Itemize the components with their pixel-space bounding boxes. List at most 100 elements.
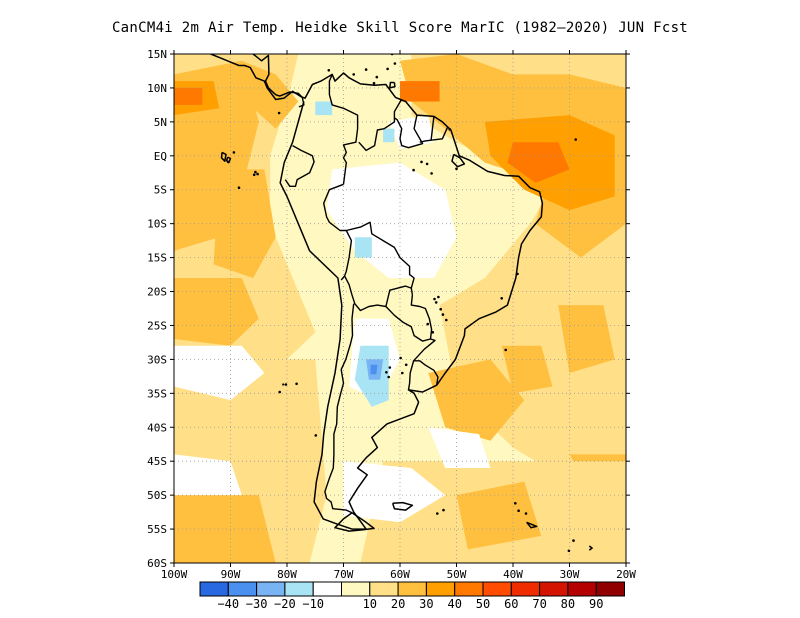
lat-tick-label: 45S bbox=[147, 455, 167, 468]
island-dot bbox=[434, 301, 438, 304]
colorbar-swatch bbox=[312, 581, 343, 597]
lat-tick-label: 5S bbox=[154, 184, 167, 197]
island-dot bbox=[277, 111, 281, 115]
colorbar: −40 −30 −20 −10 10 20 30 40 50 60 70 80 90 bbox=[199, 581, 626, 611]
island-dot bbox=[439, 307, 443, 311]
island-dot bbox=[372, 81, 376, 85]
coastline bbox=[220, 151, 227, 162]
skill-patch bbox=[315, 101, 333, 116]
island-dot bbox=[386, 67, 389, 71]
island-dot bbox=[352, 73, 356, 76]
small-islands-layer bbox=[226, 54, 577, 553]
island-dot bbox=[524, 512, 528, 515]
island-dot bbox=[420, 160, 423, 164]
lon-tick-label: 70W bbox=[334, 568, 354, 581]
colorbar-label: 60 bbox=[504, 597, 518, 611]
lat-tick-label: 35S bbox=[147, 387, 167, 400]
island-dot bbox=[514, 502, 517, 505]
island-dot bbox=[232, 151, 236, 154]
skill-patch bbox=[456, 481, 542, 550]
island-dot bbox=[404, 363, 408, 367]
island-dot bbox=[399, 356, 402, 360]
island-dot bbox=[426, 322, 430, 326]
colorbar-swatch bbox=[227, 581, 258, 597]
island-dot bbox=[385, 371, 388, 374]
colorbar-label: 10 bbox=[363, 597, 377, 611]
colorbar-label: 70 bbox=[532, 597, 546, 611]
colorbar-label: 90 bbox=[589, 597, 603, 611]
country-border bbox=[323, 183, 353, 281]
skill-patch bbox=[174, 87, 203, 105]
colorbar-swatch bbox=[595, 581, 626, 597]
island-dot bbox=[375, 75, 379, 79]
island-dot bbox=[254, 170, 257, 174]
coastline bbox=[451, 153, 466, 168]
island-dot bbox=[433, 297, 436, 301]
lon-tick-label: 80W bbox=[277, 568, 297, 581]
country-border bbox=[412, 338, 439, 386]
coastline bbox=[252, 54, 303, 98]
lon-tick-label: 20W bbox=[616, 568, 636, 581]
lon-tick-label: 90W bbox=[221, 568, 241, 581]
skill-patch bbox=[174, 495, 276, 563]
skill-patch bbox=[383, 128, 395, 143]
country-border bbox=[393, 114, 424, 149]
colorbar-label: −10 bbox=[302, 597, 324, 611]
coastline bbox=[282, 383, 285, 386]
island-dot bbox=[393, 62, 397, 65]
island-dot bbox=[572, 539, 575, 542]
lat-tick-label: 60S bbox=[147, 557, 167, 570]
island-dot bbox=[256, 172, 259, 176]
island-dot bbox=[441, 313, 445, 316]
lon-tick-label: 100W bbox=[161, 568, 188, 581]
lat-tick-label: 10S bbox=[147, 218, 167, 231]
lat-tick-label: 5N bbox=[154, 116, 167, 129]
country-border bbox=[431, 127, 449, 141]
colorbar-label: −40 bbox=[217, 597, 239, 611]
island-dot bbox=[442, 508, 445, 512]
country-border bbox=[324, 303, 355, 514]
country-border bbox=[407, 360, 415, 391]
colorbar-label: 80 bbox=[561, 597, 575, 611]
coastline bbox=[391, 501, 414, 511]
colorbar-label: 30 bbox=[419, 597, 433, 611]
colorbar-swatch bbox=[369, 581, 399, 597]
island-dot bbox=[278, 390, 282, 394]
coastline-layer bbox=[210, 54, 593, 551]
skill-patch bbox=[174, 345, 265, 401]
island-dot bbox=[430, 172, 433, 175]
island-dot bbox=[295, 382, 298, 386]
skill-patch bbox=[428, 427, 491, 468]
skill-patch bbox=[428, 359, 525, 441]
colorbar-label: 50 bbox=[476, 597, 490, 611]
country-border bbox=[343, 275, 412, 312]
island-dot bbox=[504, 348, 508, 352]
island-dot bbox=[567, 549, 571, 553]
country-border bbox=[284, 144, 315, 187]
colorbar-swatch bbox=[567, 581, 597, 597]
skill-patch bbox=[213, 169, 276, 278]
island-dot bbox=[437, 295, 440, 299]
colorbar-swatch bbox=[454, 581, 484, 597]
lat-tick-label: 50S bbox=[147, 489, 167, 502]
coastline bbox=[526, 521, 538, 529]
island-dot bbox=[425, 162, 429, 166]
coastline bbox=[588, 545, 593, 551]
skill-patch bbox=[174, 454, 242, 496]
gridlines bbox=[174, 54, 626, 563]
island-dot bbox=[431, 331, 435, 334]
map-title: CanCM4i 2m Air Temp. Heidke Skill Score … bbox=[111, 20, 689, 36]
lat-tick-label: EQ bbox=[154, 150, 167, 163]
skill-patch bbox=[400, 81, 440, 102]
island-dot bbox=[574, 138, 577, 141]
colorbar-swatch bbox=[256, 581, 286, 597]
island-dot bbox=[252, 173, 256, 177]
island-dot bbox=[401, 371, 404, 375]
island-dot bbox=[455, 167, 458, 170]
skill-patch bbox=[343, 461, 446, 523]
lon-tick-label: 40W bbox=[503, 568, 523, 581]
island-dot bbox=[364, 68, 368, 71]
colorbar-swatch bbox=[341, 581, 371, 597]
island-dot bbox=[500, 297, 504, 300]
